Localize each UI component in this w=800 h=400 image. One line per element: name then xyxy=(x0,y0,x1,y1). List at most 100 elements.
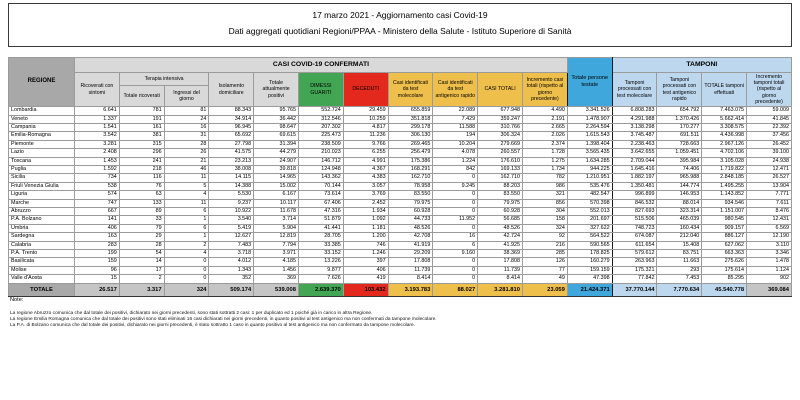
cell: 56.685 xyxy=(477,215,523,225)
cell: 310.766 xyxy=(477,122,523,133)
cell: 79 xyxy=(118,223,165,234)
table-row: Lazio 2.408 296 26 41.575 44.279 210.023 6.255 2… xyxy=(8,148,792,158)
cell: 160.279 xyxy=(566,257,613,267)
cell: 16 xyxy=(163,122,210,133)
table-row: Lombardia 6.641 781 81 88.343 95.765 552.724 29… xyxy=(8,106,792,116)
cell: 3.057 xyxy=(342,181,389,192)
cell: 315 xyxy=(118,139,165,150)
cell: 10.117 xyxy=(253,198,299,209)
cell: 0 xyxy=(432,207,479,217)
cell: 41.575 xyxy=(208,148,255,158)
cell: 351.818 xyxy=(387,114,434,125)
cell: 212.040 xyxy=(656,232,703,242)
cell: 902 xyxy=(746,274,792,284)
cell: 934.546 xyxy=(701,198,748,209)
cell: 359.247 xyxy=(477,114,523,125)
cell: 98.647 xyxy=(253,122,299,133)
cell: 1.615.543 xyxy=(566,131,613,141)
cell: 34.914 xyxy=(208,114,255,125)
cell: 11.739 xyxy=(477,265,523,276)
totals-cell: 45.540.778 xyxy=(701,282,748,297)
cell: 116 xyxy=(118,173,165,183)
region-name: Lombardia xyxy=(8,106,75,116)
cell: 574 xyxy=(74,190,120,200)
totals-cell: 3.193.783 xyxy=(387,282,434,297)
cell: 397 xyxy=(342,257,389,267)
column-header-casi-antigenico: Casi identificati da test antigenico rap… xyxy=(432,71,479,108)
cell: 3.110 xyxy=(746,240,792,251)
note-line-abruzzo: La regione Abruzzo comunica che dal tota… xyxy=(10,311,373,316)
cell: 1.645.416 xyxy=(611,164,658,175)
cell: 77.842 xyxy=(611,274,658,284)
cell: 39.818 xyxy=(253,164,299,175)
cell: 321 xyxy=(521,190,568,200)
cell: 42.708 xyxy=(387,232,434,242)
cell: 627.062 xyxy=(701,240,748,251)
cell: 3.542 xyxy=(74,131,120,141)
header-row-terapia-sub: Totale ricoverati Ingressi del giorno xyxy=(9,84,792,108)
region-name: Calabria xyxy=(8,240,75,251)
cell: 324 xyxy=(521,223,568,234)
table-row: Sardegna 163 29 1 12.627 12.819 28.705 1.200 42.… xyxy=(8,232,792,242)
cell: 827.693 xyxy=(611,207,658,217)
cell: 1.246 xyxy=(342,249,389,259)
cell: 0 xyxy=(432,223,479,234)
cell: 296 xyxy=(118,148,165,158)
cell: 1.343 xyxy=(208,265,255,276)
cell: 238.509 xyxy=(297,139,344,150)
cell: 8.414 xyxy=(477,274,523,284)
cell: 11.236 xyxy=(342,131,389,141)
cell: 4.991 xyxy=(342,156,389,167)
cell: 6.167 xyxy=(253,190,299,200)
region-name: Friuli Venezia Giulia xyxy=(8,181,75,192)
cell: 2.452 xyxy=(342,198,389,209)
cell: 7.453 xyxy=(656,274,703,284)
cell: 78.958 xyxy=(387,181,434,192)
cell: 846.532 xyxy=(611,198,658,209)
cell: 178.825 xyxy=(566,249,613,259)
cell: 1.592 xyxy=(74,164,120,175)
region-name: Sicilia xyxy=(8,173,75,183)
cell: 169.133 xyxy=(477,164,523,175)
cell: 14 xyxy=(118,257,165,267)
cell: 42.724 xyxy=(477,232,523,242)
cell: 1.541 xyxy=(74,122,120,133)
cell: 24 xyxy=(163,114,210,125)
cell: 0 xyxy=(432,173,479,183)
column-header-casi-molecolare: Casi identificati da test molecolare xyxy=(387,71,434,108)
cell: 4 xyxy=(163,190,210,200)
cell: 3.281 xyxy=(74,139,120,150)
totals-cell: 324 xyxy=(163,282,210,297)
cell: 17 xyxy=(118,265,165,276)
cell: 4.383 xyxy=(342,173,389,183)
cell: 256.479 xyxy=(387,148,434,158)
column-header-incremento-tamponi: Incremento tamponi totali (rispetto al g… xyxy=(746,71,792,108)
cell: 465.039 xyxy=(656,215,703,225)
cell: 4.436.998 xyxy=(701,131,748,141)
cell: 12.471 xyxy=(746,164,792,175)
table-row: Piemonte 3.281 315 28 27.798 31.394 238.509 9.7… xyxy=(8,139,792,150)
column-header-dimessi-guariti: DIMESSI GUARITI xyxy=(297,71,344,108)
table-row: Umbria 406 79 6 5.419 5.904 41.441 1.181 48.526 0… xyxy=(8,223,792,234)
cell: 369 xyxy=(253,274,299,284)
note-line-emilia-romagna: La regione Emilia Romagna comunica che d… xyxy=(10,316,437,322)
table-row: Marche 747 133 11 9.237 10.117 67.406 2.452 79.9… xyxy=(8,198,792,209)
cell: 176.610 xyxy=(477,156,523,167)
cell: 88.343 xyxy=(208,106,255,116)
region-name: Umbria xyxy=(8,223,75,234)
cell: 69.615 xyxy=(253,131,299,141)
table-row: Campania 1.541 161 16 96.945 98.647 207.302 4.8… xyxy=(8,122,792,133)
cell: 159 xyxy=(74,257,120,267)
cell: 8.476 xyxy=(746,207,792,217)
cell: 285 xyxy=(521,249,568,259)
cell: 47.316 xyxy=(297,207,344,217)
cell: 4.185 xyxy=(253,257,299,267)
cell: 1.275 xyxy=(521,156,568,167)
cell: 674.087 xyxy=(611,232,658,242)
region-name: Piemonte xyxy=(8,139,75,150)
cell: 146.953 xyxy=(656,190,703,200)
cell: 7.483 xyxy=(208,240,255,251)
totals-cell: 26.517 xyxy=(74,282,120,297)
cell: 909.157 xyxy=(701,223,748,234)
cell: 163 xyxy=(74,232,120,242)
